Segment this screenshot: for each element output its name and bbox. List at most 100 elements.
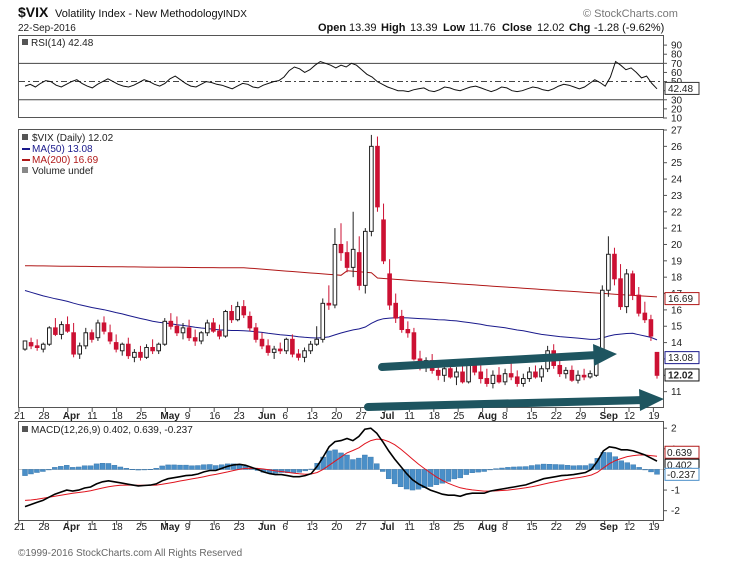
candle bbox=[186, 319, 192, 341]
candle bbox=[356, 236, 362, 291]
candle bbox=[180, 322, 186, 340]
macd-histogram-bar bbox=[368, 456, 374, 470]
candle-body bbox=[435, 369, 441, 376]
macd-histogram-bar bbox=[99, 463, 106, 470]
rsi-tick-label: 30 bbox=[671, 95, 683, 106]
x-tick-label: 18 bbox=[112, 522, 124, 533]
support-arrow-upper-shaft bbox=[378, 351, 601, 371]
candle-body bbox=[484, 378, 490, 384]
macd-histogram-bar bbox=[475, 469, 481, 473]
candle-body bbox=[478, 371, 484, 380]
price-tick-label: 11 bbox=[671, 387, 682, 398]
macd-histogram-bar bbox=[34, 469, 40, 473]
x-tick-label: 18 bbox=[429, 522, 441, 533]
candle-body bbox=[247, 315, 253, 329]
candle bbox=[344, 241, 350, 273]
candle bbox=[454, 367, 459, 386]
x-tick-label: 16 bbox=[209, 411, 221, 422]
x-tick-label: 21 bbox=[14, 411, 26, 422]
candle-body bbox=[253, 327, 259, 340]
candle-body bbox=[138, 351, 143, 358]
low-label: Low bbox=[443, 22, 465, 34]
candle-body bbox=[624, 273, 629, 308]
macd-histogram-bar bbox=[606, 452, 613, 470]
candle bbox=[235, 301, 240, 322]
candle bbox=[387, 259, 392, 310]
candle bbox=[71, 322, 76, 358]
macd-line bbox=[24, 427, 658, 508]
macd-histogram-bar bbox=[415, 469, 422, 490]
price-tick-label: 14 bbox=[671, 338, 683, 349]
macd-legend: MACD(12,26,9) 0.402, 0.639, -0.237 bbox=[31, 425, 193, 436]
x-tick-label: 25 bbox=[453, 522, 465, 533]
candle-body bbox=[381, 219, 386, 262]
macd-histogram-bar bbox=[58, 466, 64, 470]
macd-histogram-bar bbox=[141, 469, 147, 471]
candle-body bbox=[235, 306, 240, 321]
candle-body bbox=[600, 289, 605, 355]
x-tick-label: 6 bbox=[282, 411, 288, 422]
macd-histogram-bar bbox=[552, 464, 559, 470]
macd-histogram-bar bbox=[213, 465, 219, 470]
macd-histogram-bar bbox=[493, 468, 499, 470]
candle bbox=[369, 134, 374, 237]
copyright: ©1999-2016 StockCharts.com All Rights Re… bbox=[18, 548, 242, 559]
candle-body bbox=[466, 363, 471, 383]
macd-histogram-bar bbox=[195, 465, 201, 470]
macd-histogram-bar bbox=[397, 469, 404, 487]
price-tick-label: 22 bbox=[671, 207, 683, 218]
candle bbox=[211, 318, 216, 333]
x-tick-label: 9 bbox=[185, 522, 191, 533]
price-legend-entry: $VIX (Daily) 12.02 bbox=[32, 133, 114, 144]
candle bbox=[192, 329, 198, 346]
macd-value-label: -0.237 bbox=[667, 470, 696, 481]
x-tick-label: 12 bbox=[624, 411, 636, 422]
macd-histogram-bar bbox=[374, 463, 380, 470]
candle bbox=[138, 345, 143, 361]
candle-body bbox=[211, 322, 216, 332]
candle-body bbox=[223, 311, 228, 337]
candle-body bbox=[575, 374, 581, 381]
candle bbox=[612, 247, 617, 286]
candle-body bbox=[95, 322, 101, 339]
candle bbox=[460, 363, 465, 384]
candle bbox=[539, 365, 544, 382]
candle-body bbox=[581, 374, 587, 378]
candle-body bbox=[612, 253, 617, 280]
macd-histogram-bar bbox=[636, 467, 642, 470]
candle-body bbox=[40, 343, 46, 350]
candle bbox=[381, 203, 386, 265]
candle bbox=[654, 351, 660, 379]
candle bbox=[490, 370, 496, 389]
candle bbox=[47, 326, 52, 346]
price-tick-label: 24 bbox=[671, 175, 683, 186]
x-tick-label: 27 bbox=[356, 522, 368, 533]
x-tick-label: May bbox=[160, 522, 180, 533]
x-tick-label: Sep bbox=[600, 411, 618, 422]
candle bbox=[277, 342, 283, 355]
candle-body bbox=[411, 332, 417, 360]
macd-histogram-bar bbox=[380, 469, 386, 472]
price-tick-label: 16 bbox=[671, 305, 683, 316]
macd-histogram-bar bbox=[481, 469, 487, 472]
ma50-line bbox=[24, 290, 658, 341]
chg-label: Chg bbox=[569, 22, 590, 34]
candle bbox=[101, 316, 107, 335]
candle bbox=[119, 342, 125, 356]
candle bbox=[569, 365, 575, 382]
x-tick-label: 8 bbox=[502, 522, 508, 533]
candle-body bbox=[369, 145, 374, 232]
macd-histogram-bar bbox=[427, 469, 434, 487]
high-label: High bbox=[381, 22, 406, 34]
candle bbox=[40, 342, 46, 353]
candle-body bbox=[442, 368, 447, 376]
candle-body bbox=[205, 322, 210, 334]
macd-histogram-bar bbox=[350, 459, 356, 470]
x-tick-label: 28 bbox=[38, 522, 50, 533]
exchange: INDX bbox=[223, 9, 247, 20]
support-arrow-lower-head bbox=[639, 389, 664, 411]
candle bbox=[496, 367, 502, 384]
candle bbox=[557, 358, 563, 377]
candle-body bbox=[156, 343, 161, 352]
